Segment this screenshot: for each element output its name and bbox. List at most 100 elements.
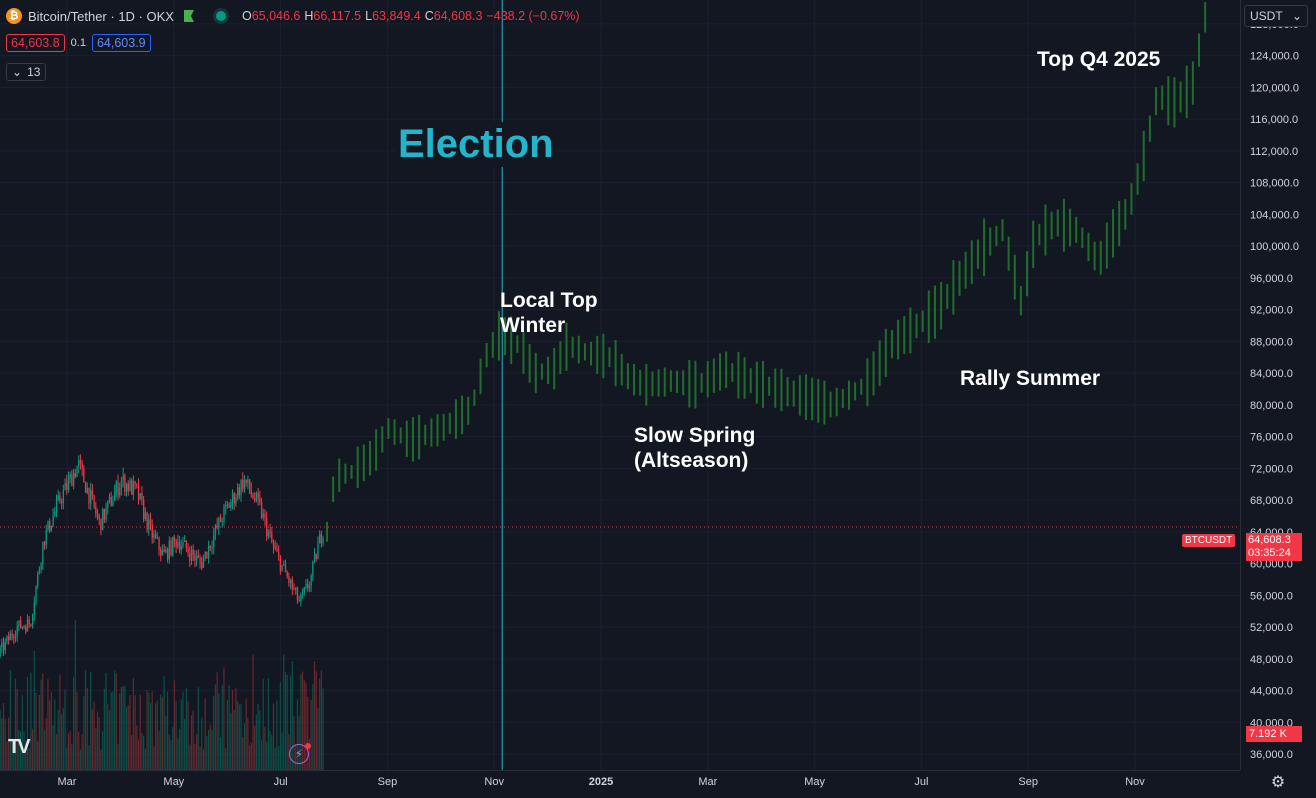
volume-bar (313, 661, 316, 770)
candle (313, 554, 316, 562)
volume-bar (61, 714, 63, 770)
projection-bar (565, 322, 568, 371)
price-chart[interactable] (0, 0, 1240, 770)
candle (14, 636, 17, 639)
candle (264, 513, 266, 519)
volume-bar (238, 704, 240, 770)
price-axis[interactable]: 36,000.040,000.044,000.048,000.052,000.0… (1240, 0, 1316, 770)
candle (204, 551, 206, 558)
candle (296, 587, 299, 601)
candle (180, 546, 182, 551)
candle (284, 564, 287, 573)
volume-bar (185, 688, 187, 770)
projection-bar (1191, 61, 1194, 105)
volume-bar (272, 703, 275, 770)
volume-bar (182, 691, 184, 770)
volume-bar (43, 730, 46, 770)
candle (55, 499, 58, 512)
price-tick-label: 72,000.0 (1250, 463, 1293, 475)
candle (33, 602, 35, 616)
volume-bar (90, 672, 92, 770)
volume-bar (319, 678, 321, 770)
volume-bar (155, 703, 157, 770)
projection-bar (362, 444, 365, 482)
volume-bar (35, 692, 37, 770)
volume-bar (266, 741, 268, 770)
candle (131, 480, 133, 495)
projection-bar (970, 240, 973, 285)
projection-bar (817, 378, 820, 423)
symbol-title[interactable]: Bitcoin/Tether · 1D · OKX (28, 8, 174, 24)
projection-bar (1185, 65, 1188, 119)
candle (74, 473, 76, 477)
candle (272, 541, 275, 547)
candle (320, 534, 323, 544)
gear-icon[interactable]: ⚙ (1270, 774, 1286, 791)
sell-price-button[interactable]: 64,603.8 (6, 34, 65, 52)
candle (231, 493, 234, 503)
price-tick-label: 80,000.0 (1250, 400, 1293, 412)
candle (122, 475, 124, 481)
projection-bar (743, 357, 746, 399)
projection-bar (473, 389, 476, 406)
volume-bar (33, 650, 35, 770)
candle (49, 521, 51, 531)
volume-bar (144, 748, 146, 770)
candle (312, 561, 314, 576)
annotation-slow-spring[interactable]: Slow Spring (Altseason) (634, 423, 755, 473)
candle (289, 579, 292, 584)
currency-select[interactable]: USDT ⌄ (1244, 5, 1308, 27)
projection-bar (737, 351, 740, 399)
projection-bar (350, 465, 353, 479)
volume-bar (117, 743, 119, 770)
volume-bar (134, 695, 136, 770)
projection-bar (504, 317, 507, 356)
projection-bar (682, 370, 685, 396)
volume-bar (76, 692, 78, 770)
projection-bar (436, 414, 439, 447)
candle (149, 519, 152, 525)
volume-bar (240, 704, 242, 770)
volume-bar (132, 678, 134, 770)
time-axis[interactable]: Mar May Jul Sep Nov 2025 Mar May Jul Sep Nov (0, 770, 1240, 798)
projection-bar (1167, 76, 1170, 126)
annotation-local-top[interactable]: Local Top Winter (500, 288, 598, 338)
flag-icon[interactable] (183, 10, 194, 22)
volume-bar (105, 673, 107, 770)
annotation-election[interactable]: Election (396, 122, 556, 167)
last-price-label: 64,608.3 03:35:24 (1246, 533, 1302, 561)
projection-bar (528, 343, 531, 383)
annotation-top-q4[interactable]: Top Q4 2025 (1037, 48, 1161, 71)
lightning-icon[interactable]: ⚡ (289, 744, 309, 764)
projection-bar (639, 369, 642, 396)
projection-bar (762, 361, 765, 408)
candle (16, 626, 18, 637)
projection-bar (497, 311, 500, 361)
annotation-rally-summer[interactable]: Rally Summer (960, 367, 1101, 390)
candle (160, 549, 162, 556)
tradingview-logo[interactable]: TV (8, 736, 30, 758)
volume-bar (72, 676, 75, 770)
volume-bar (112, 691, 114, 770)
candle (196, 555, 198, 561)
time-tick-label: Mar (698, 776, 717, 788)
price-tick-label: 60,000.0 (1250, 559, 1293, 571)
volume-bar (42, 673, 44, 770)
volume-bar (113, 670, 116, 770)
candle (259, 497, 261, 502)
buy-price-button[interactable]: 64,603.9 (91, 34, 151, 52)
symbol-header[interactable]: ₿ Bitcoin/Tether · 1D · OKX O65,046.6 H6… (6, 6, 580, 26)
chevron-down-icon: ⌄ (1291, 9, 1302, 23)
volume-bar (163, 676, 165, 770)
candle (281, 564, 283, 571)
volume-bar (161, 697, 164, 770)
volume-bar (96, 711, 99, 770)
time-tick-label: 2025 (589, 776, 613, 788)
candle (108, 496, 111, 501)
indicators-toggle[interactable]: ⌄ 13 (6, 63, 47, 81)
volume-bar (228, 684, 230, 770)
candle (95, 506, 97, 514)
volume-bar (2, 703, 5, 770)
bitcoin-icon: ₿ (6, 8, 22, 24)
candle (21, 626, 24, 628)
